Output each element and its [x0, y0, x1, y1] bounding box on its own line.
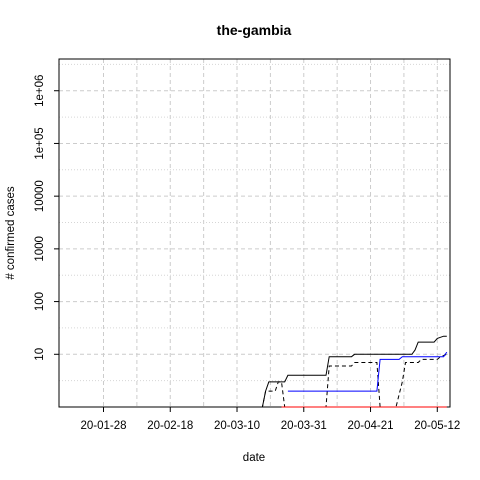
x-axis-label: date — [243, 452, 265, 464]
chart-title: the-gambia — [217, 22, 292, 38]
y-tick-label: 100 — [34, 292, 46, 311]
x-tick-label: 20-05-12 — [414, 420, 460, 432]
y-tick-label: 10 — [34, 348, 46, 361]
y-tick-label: 1000 — [34, 236, 46, 262]
grid — [59, 59, 450, 407]
series-line — [246, 353, 447, 408]
x-tick-label: 20-03-31 — [281, 420, 327, 432]
y-axis-label: # confirmed cases — [5, 186, 17, 280]
series-line — [287, 351, 448, 392]
x-tick-label: 20-01-28 — [80, 420, 126, 432]
y-axis: 10 100 1000 10000 1e+05 1e+06 — [34, 75, 59, 361]
x-axis: 20-01-28 20-02-18 20-03-10 20-03-31 20-04-21… — [80, 407, 460, 432]
series-line — [246, 335, 447, 408]
x-tick-label: 20-04-21 — [348, 420, 394, 432]
x-tick-label: 20-02-18 — [147, 420, 193, 432]
series-layer — [246, 335, 448, 408]
x-tick-label: 20-03-10 — [214, 420, 260, 432]
y-tick-label: 1e+06 — [34, 75, 46, 107]
y-tick-label: 1e+05 — [34, 127, 46, 159]
y-tick-label: 10000 — [34, 180, 46, 212]
